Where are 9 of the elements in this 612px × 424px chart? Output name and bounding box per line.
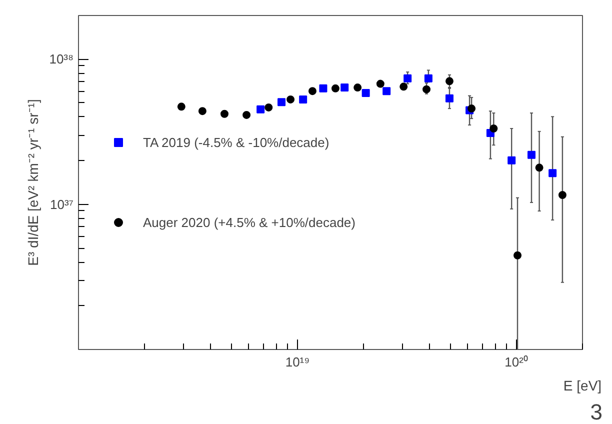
legend-label: Auger 2020 (+4.5% & +10%/decade) — [143, 214, 356, 230]
y-axis-title: E³ dI/dE [eV² km⁻² yr⁻¹ sr⁻¹] — [25, 99, 42, 266]
x-tick-label: 10¹⁹ — [285, 354, 310, 370]
x-axis-title: E [eV] — [563, 378, 602, 394]
legend-label: TA 2019 (-4.5% & -10%/decade) — [143, 134, 330, 150]
x-tick-label: 10²⁰ — [504, 354, 528, 370]
text: 3 — [590, 400, 603, 424]
y-tick-label: 10³⁷ — [50, 196, 74, 212]
y-tick-label: 10³⁸ — [49, 52, 74, 67]
